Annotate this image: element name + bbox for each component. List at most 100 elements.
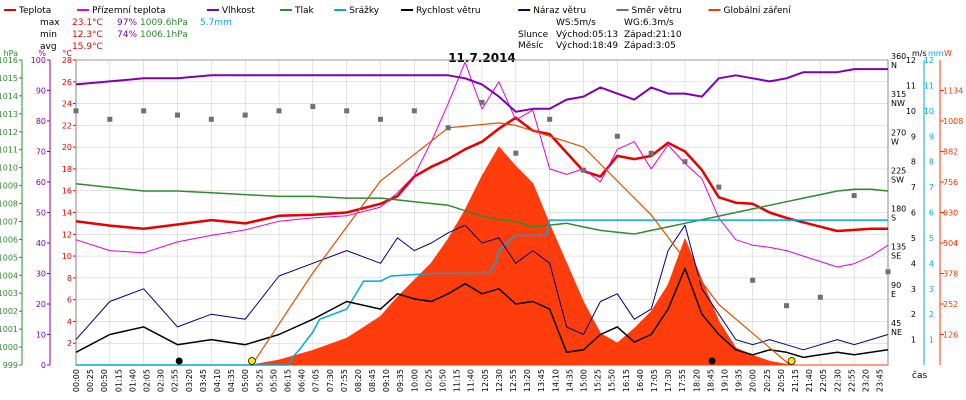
wind-dir-point xyxy=(750,277,756,283)
stats-max-press: 1009.6hPa xyxy=(140,18,188,28)
axis-label-temp: 18 xyxy=(62,165,72,174)
axis-label-dir-compass: E xyxy=(891,290,896,299)
wind-dir-point xyxy=(378,116,383,122)
axis-label-rain: 2 xyxy=(929,310,934,319)
x-tick-label: 08:20 xyxy=(354,369,363,392)
axis-label-wind: 10 xyxy=(906,107,916,116)
wind-dir-point xyxy=(648,150,654,156)
axis-label-wind: 5 xyxy=(911,234,916,243)
x-tick-label: 10:50 xyxy=(439,369,448,392)
axis-unit-rain: mm xyxy=(928,49,944,58)
axis-label-wind: 6 xyxy=(911,209,916,218)
legend-label-0: Teplota xyxy=(18,6,51,16)
wind-dir-point xyxy=(716,184,722,190)
axis-label-temp: 10 xyxy=(62,252,72,261)
wind-dir-point xyxy=(276,108,282,114)
axis-label-wind: 12 xyxy=(906,56,916,65)
axis-label-temp: 20 xyxy=(62,143,72,152)
axis-label-temp: 6 xyxy=(67,296,72,305)
axis-label-hum: 80 xyxy=(36,117,46,126)
axis-label-dir: 135 xyxy=(891,243,906,252)
legend-label-3: Tlak xyxy=(294,6,315,16)
stats-wg: WG:6.3m/s xyxy=(624,18,674,28)
stats-rain: 5.7mm xyxy=(200,18,232,28)
x-tick-label: 08:45 xyxy=(368,369,377,392)
axis-label-hum: 20 xyxy=(36,300,46,309)
wind-dir-point xyxy=(208,116,214,122)
x-tick-label: 12:55 xyxy=(509,369,518,392)
x-tick-label: 03:45 xyxy=(199,369,208,392)
wind-dir-point xyxy=(445,125,451,131)
x-tick-label: 23:20 xyxy=(861,369,870,392)
axis-label-dir: 90 xyxy=(891,281,901,290)
axis-label-press: 1010 xyxy=(0,164,18,173)
x-tick-label: 16:40 xyxy=(636,369,645,392)
axis-label-hum: 70 xyxy=(36,148,46,157)
stats-moon-label: Měsíc xyxy=(518,41,543,51)
wind-dir-point xyxy=(479,99,485,105)
axis-label-rain: 3 xyxy=(929,285,934,294)
axis-label-temp: 12 xyxy=(62,230,72,239)
axis-label-hum: 50 xyxy=(36,209,46,218)
stats-min-hum: 74% xyxy=(117,30,137,40)
axis-label-hum: 10 xyxy=(36,331,46,340)
x-tick-label: 01:40 xyxy=(128,369,137,392)
axis-unit-temp: °C xyxy=(62,49,72,58)
x-tick-label: 18:45 xyxy=(706,369,715,392)
axis-label-wind: 1 xyxy=(911,336,916,345)
x-tick-label: 06:15 xyxy=(283,369,292,392)
axis-label-dir: 180 xyxy=(891,205,906,214)
legend-label-2: Vlhkost xyxy=(222,6,255,16)
legend-label-4: Srážky xyxy=(349,6,380,16)
axis-label-press: 1008 xyxy=(0,200,18,209)
sunrise-marker xyxy=(248,357,256,365)
wind-dir-point xyxy=(581,167,586,173)
axis-label-dir-compass: W xyxy=(891,137,899,146)
wind-dir-point xyxy=(73,108,79,114)
x-tick-label: 07:55 xyxy=(340,369,349,392)
x-tick-label: 07:05 xyxy=(312,369,321,392)
axis-label-temp: 16 xyxy=(62,187,72,196)
x-tick-label: 06:40 xyxy=(298,369,307,392)
axis-label-wind: 11 xyxy=(906,81,916,90)
axis-label-press: 1001 xyxy=(0,325,18,334)
x-tick-label: 09:10 xyxy=(382,369,391,392)
axis-label-dir: 45 xyxy=(891,319,901,328)
x-tick-label: 10:00 xyxy=(410,369,419,392)
x-tick-label: 00:25 xyxy=(86,369,95,392)
axis-label-wind: 4 xyxy=(911,259,916,268)
sunset-marker xyxy=(787,357,796,365)
axis-label-dir-compass: NE xyxy=(891,328,902,337)
x-tick-label: 02:30 xyxy=(157,369,166,392)
axis-label-hum: 30 xyxy=(36,270,46,279)
x-tick-label: 19:35 xyxy=(735,369,744,392)
wind-dir-point xyxy=(682,159,688,165)
axis-label-dir: 270 xyxy=(891,128,906,137)
stats-min-label: min xyxy=(40,30,57,40)
axis-label-hum: 90 xyxy=(36,87,46,96)
axis-label-rad: 756 xyxy=(943,178,958,187)
axis-label-rad: 126 xyxy=(943,331,958,340)
legend-label-7: Směr větru xyxy=(632,6,682,16)
axis-label-press: 1004 xyxy=(0,271,18,280)
wind-dir-point xyxy=(784,303,789,309)
stats-avg-label: avg xyxy=(40,42,57,52)
legend-label-1: Přízemní teplota xyxy=(92,6,165,16)
x-tick-label: 18:20 xyxy=(692,369,701,392)
axis-label-press: 1005 xyxy=(0,253,18,262)
axis-label-press: 1006 xyxy=(0,235,18,244)
series-naraz-vetru xyxy=(75,224,889,351)
axis-label-press: 1002 xyxy=(0,307,18,316)
legend-label-6: Náraz větru xyxy=(533,6,586,16)
x-tick-label: 20:25 xyxy=(763,369,772,392)
axis-unit-press: hPa xyxy=(4,49,19,58)
axis-label-temp: 2 xyxy=(67,339,72,348)
axis-label-wind: 8 xyxy=(911,158,916,167)
axis-label-rain: 10 xyxy=(924,107,934,116)
axis-label-temp: 24 xyxy=(62,100,72,109)
wind-dir-point xyxy=(344,108,350,114)
axis-label-press: 1012 xyxy=(0,128,18,137)
axis-label-press: 1003 xyxy=(0,289,18,298)
axis-label-rad: 1134 xyxy=(943,87,963,96)
x-tick-label: 16:15 xyxy=(622,369,631,392)
